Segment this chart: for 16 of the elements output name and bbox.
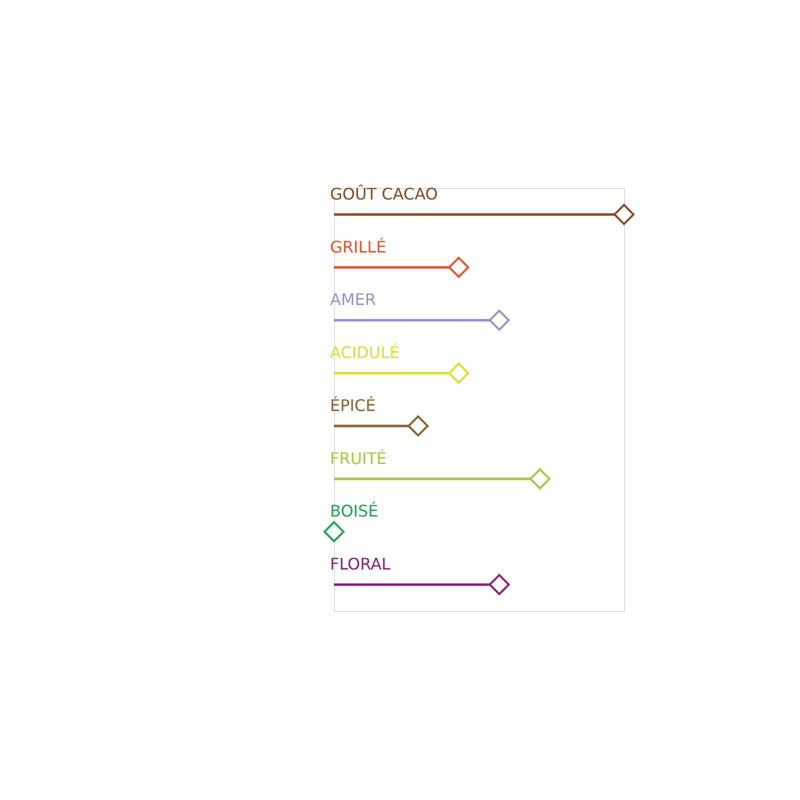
point <box>614 204 634 225</box>
y-tick-label: FLORAL <box>330 554 391 574</box>
point <box>448 256 470 278</box>
point <box>488 310 510 331</box>
point <box>529 468 550 490</box>
y-tick-label: ÉPICÉ <box>330 396 376 415</box>
y-tick-label: ACIDULÉ <box>330 343 400 362</box>
point <box>448 362 470 384</box>
point <box>408 415 429 436</box>
point <box>488 574 510 596</box>
point <box>324 521 344 542</box>
y-tick-label: GOÛT CACAO <box>330 184 438 204</box>
y-tick-label: GRILLÉ <box>330 237 386 256</box>
y-tick-label: FRUITÉ <box>330 448 387 468</box>
y-tick-label: AMER <box>330 290 376 310</box>
y-tick-label: BOISÉ <box>330 502 378 521</box>
